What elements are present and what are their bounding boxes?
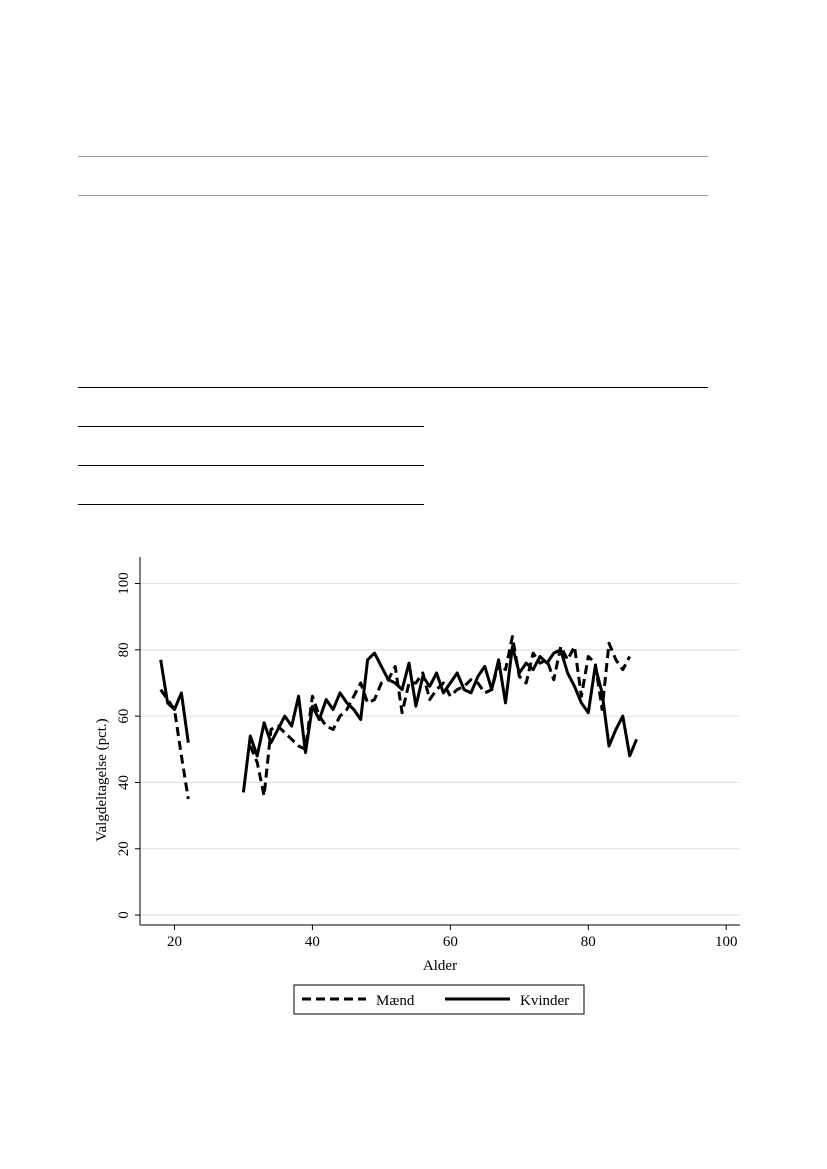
- y-axis-ticks: 0 20 40 60 80 100: [116, 572, 140, 919]
- x-axis-ticks: 20 40 60 80 100: [167, 925, 737, 950]
- series-line-kvinder: [241, 645, 638, 793]
- x-axis-label: Alder: [423, 958, 457, 974]
- rule-line: [78, 156, 708, 157]
- series-lines: [159, 635, 638, 800]
- y-tick-label: 60: [116, 709, 132, 724]
- y-tick-label: 0: [116, 911, 132, 919]
- y-tick-label: 100: [116, 572, 132, 595]
- series-line-kvinder: [159, 659, 190, 743]
- axes: [139, 557, 740, 926]
- legend-box: [293, 984, 585, 1015]
- line-chart: 20 40 60 80 100 0 20 40 60 80 100 Alder Valgdelta…: [94, 557, 740, 1015]
- y-tick-label: 80: [116, 642, 132, 657]
- rule-line: [78, 387, 708, 388]
- y-axis-label: Valgdeltagelse (pct.): [94, 718, 110, 841]
- x-tick-label: 60: [443, 934, 458, 950]
- rule-line: [78, 195, 708, 196]
- rule-line: [78, 426, 424, 427]
- legend-label-kvinder: Kvinder: [520, 993, 569, 1009]
- x-tick-label: 100: [715, 934, 738, 950]
- legend-label-maend: Mænd: [376, 993, 415, 1009]
- legend: Mænd Kvinder: [293, 984, 585, 1015]
- gridlines: [140, 582, 740, 916]
- y-tick-label: 20: [116, 841, 132, 856]
- x-tick-label: 20: [167, 934, 182, 950]
- rule-line: [78, 504, 424, 505]
- x-tick-label: 40: [305, 934, 320, 950]
- x-tick-label: 80: [581, 934, 596, 950]
- rule-line: [78, 465, 424, 466]
- y-tick-label: 40: [116, 775, 132, 790]
